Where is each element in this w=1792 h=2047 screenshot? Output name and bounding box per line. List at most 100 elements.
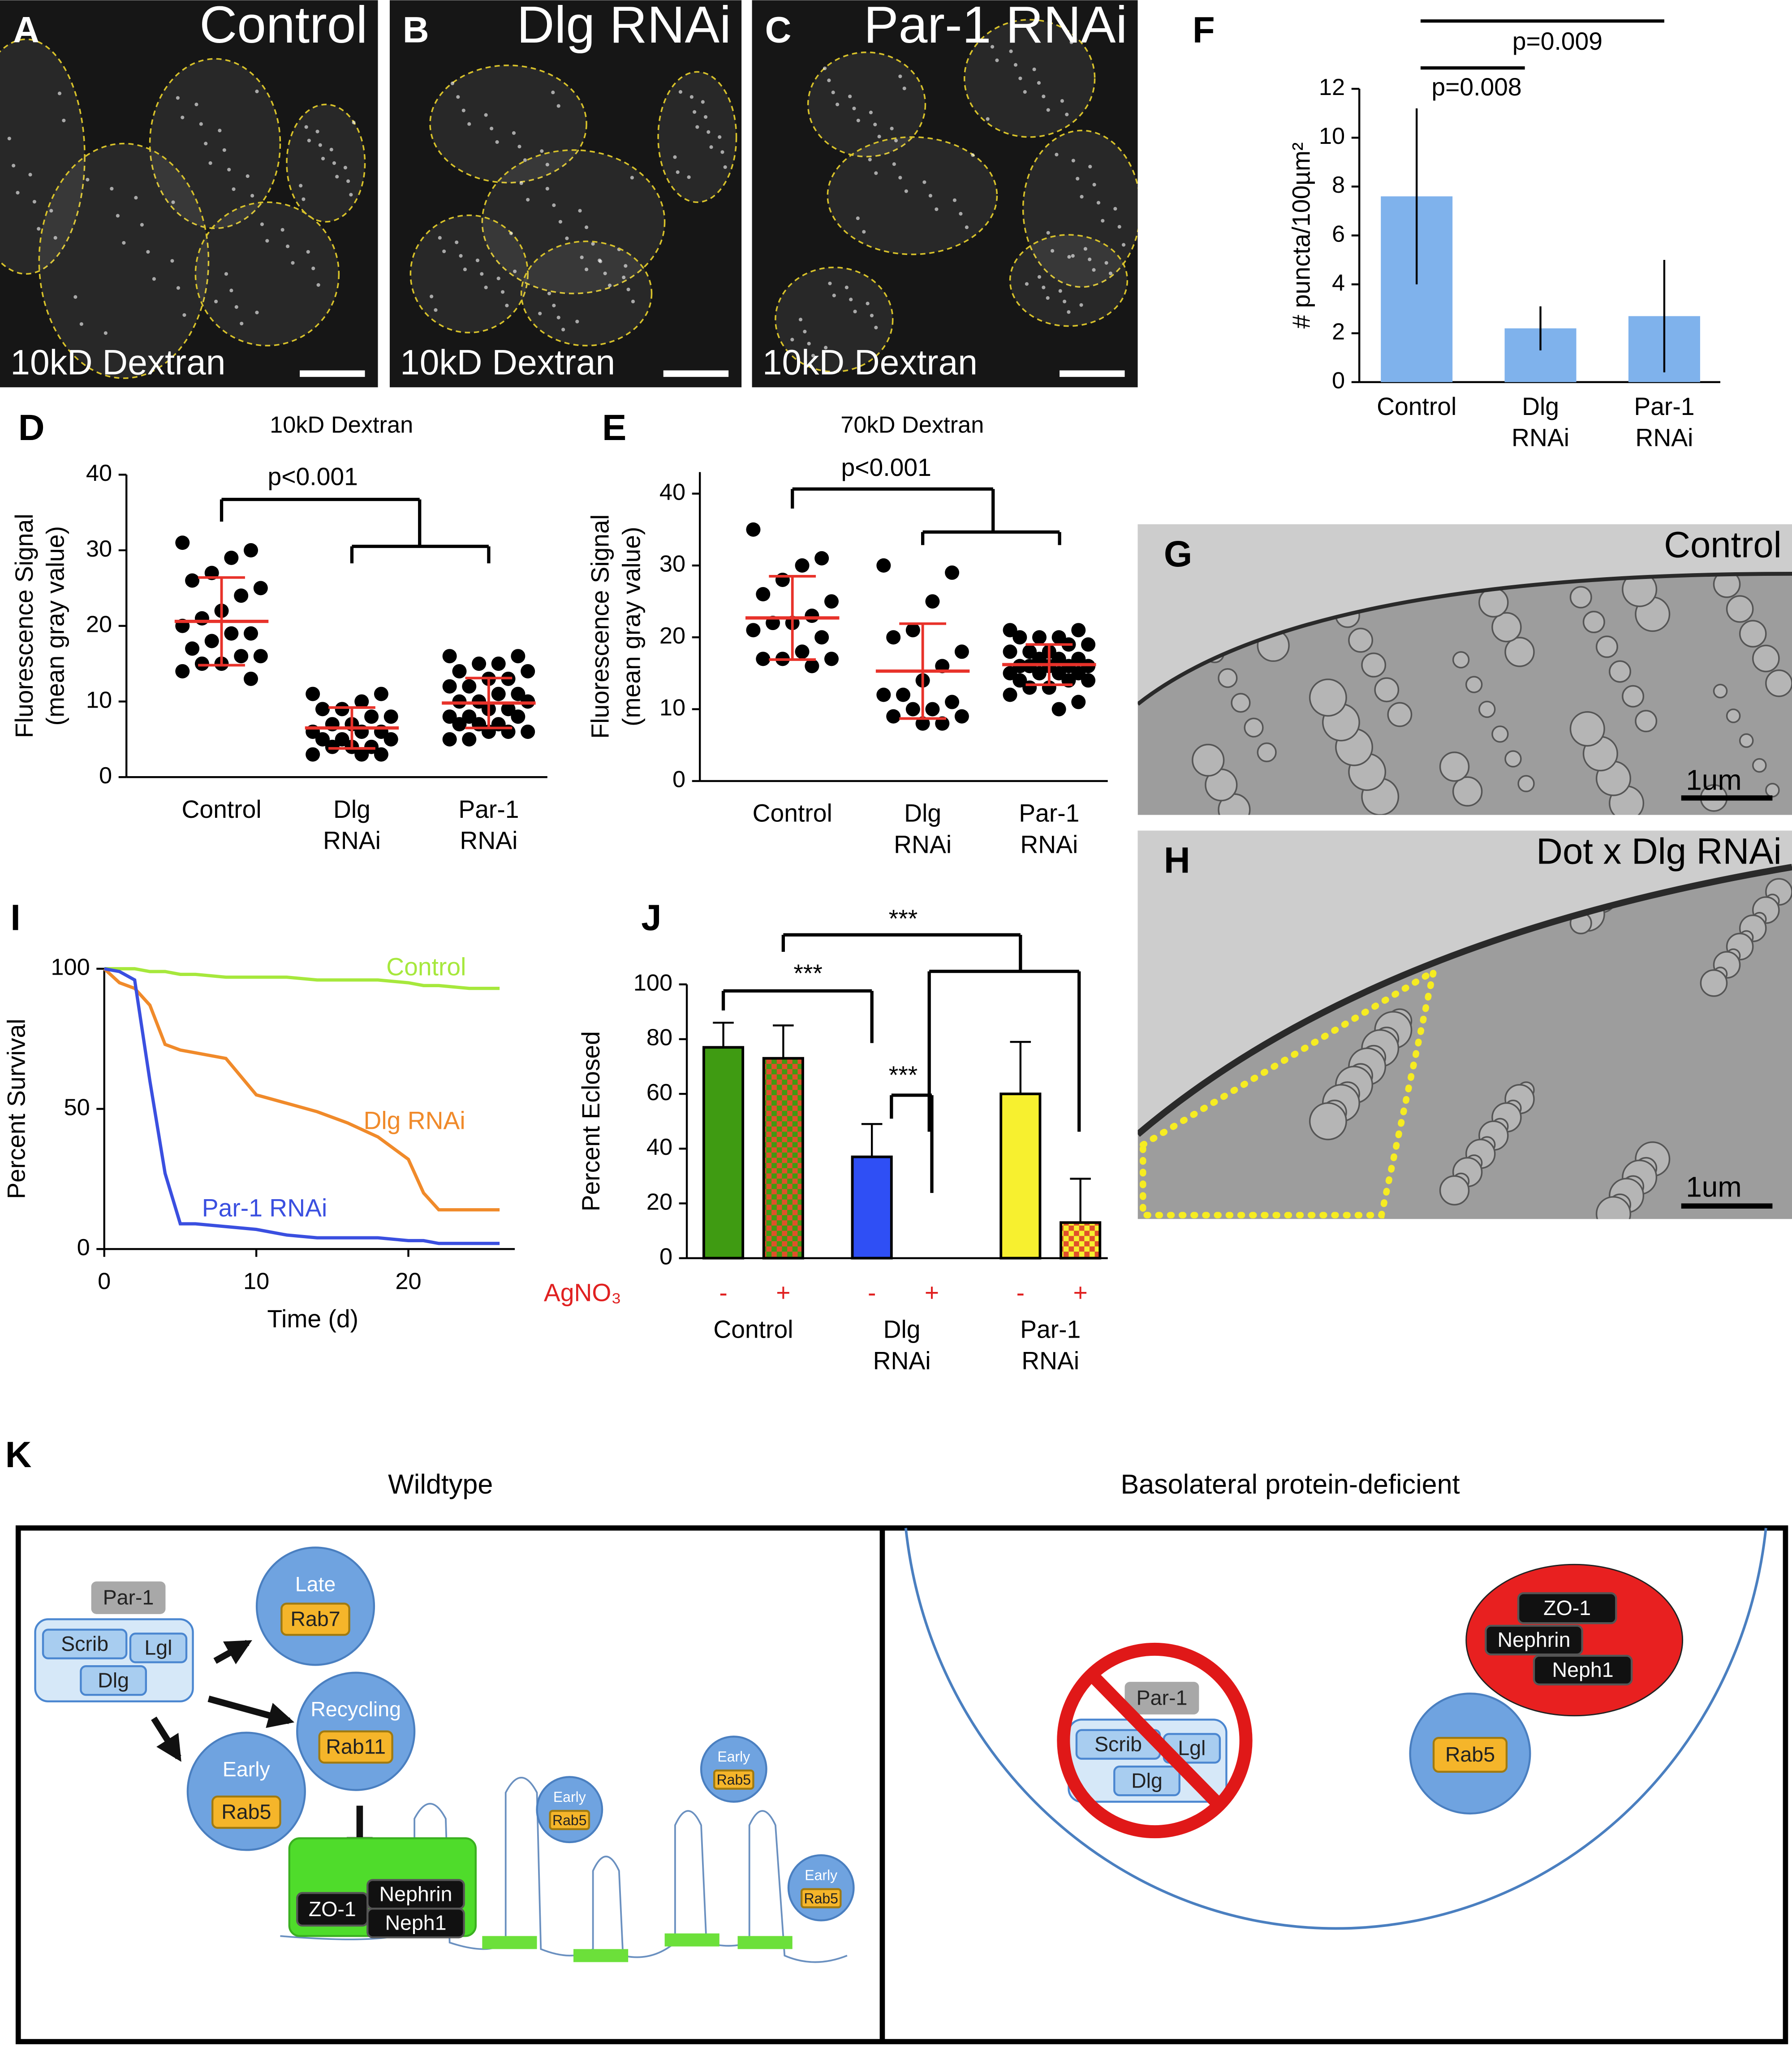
y-tick-label: 0	[1332, 368, 1345, 394]
data-point	[886, 709, 901, 724]
scale-bar	[1681, 795, 1773, 801]
puncta	[538, 311, 542, 315]
puncta	[1009, 49, 1013, 53]
vesicle	[1439, 1175, 1470, 1206]
puncta	[456, 95, 460, 99]
box	[296, 1892, 369, 1927]
puncta	[827, 78, 831, 82]
image-background	[752, 0, 1138, 388]
scale-bar	[300, 370, 365, 377]
bar	[999, 1093, 1042, 1260]
y-tick-label: 0	[77, 1235, 90, 1261]
puncta	[1013, 63, 1018, 67]
puncta	[430, 294, 434, 298]
data-point	[364, 739, 379, 754]
vesicle	[1387, 702, 1413, 727]
puncta	[706, 130, 711, 134]
puncta	[558, 220, 562, 224]
puncta	[475, 258, 480, 263]
cell-outline	[520, 240, 653, 347]
box	[1485, 1624, 1583, 1656]
y-tick-label: 50	[64, 1094, 90, 1120]
puncta	[438, 236, 442, 240]
puncta	[709, 145, 713, 149]
puncta	[459, 254, 463, 258]
puncta	[526, 198, 530, 202]
puncta	[505, 303, 509, 307]
puncta	[1051, 249, 1055, 253]
puncta	[1025, 282, 1029, 286]
box-label: ZO-1	[309, 1897, 356, 1921]
puncta	[866, 302, 870, 306]
puncta	[904, 189, 908, 193]
cell-outline	[1009, 234, 1129, 327]
vesicle	[1569, 586, 1592, 609]
puncta	[315, 130, 319, 134]
data-point	[1003, 687, 1017, 702]
data-point	[306, 747, 320, 762]
y-axis-label: # puncta/100µm²	[1288, 143, 1315, 329]
vesicle	[1622, 685, 1645, 708]
box-label: Rab11	[326, 1735, 386, 1758]
puncta	[37, 227, 41, 231]
puncta	[463, 268, 467, 272]
puncta	[935, 207, 939, 212]
puncta	[1092, 183, 1096, 187]
box	[1533, 1654, 1633, 1686]
puncta	[585, 268, 589, 272]
panel-label: A	[13, 10, 39, 51]
arrow	[207, 1695, 295, 1728]
data-point	[954, 709, 969, 724]
data-point	[795, 644, 810, 659]
annotation: ***	[793, 959, 823, 987]
membrane	[1137, 864, 1792, 1137]
micrograph	[1137, 524, 1792, 815]
puncta	[260, 222, 264, 226]
extracellular	[1137, 830, 1792, 1135]
puncta	[501, 290, 505, 294]
puncta	[1037, 275, 1042, 279]
category-label: Dlg RNAi	[873, 1315, 931, 1374]
puncta	[28, 173, 32, 177]
puncta	[790, 337, 794, 341]
y-tick-label: 40	[86, 460, 112, 486]
data-point	[374, 747, 388, 762]
vesicle	[1595, 1196, 1632, 1219]
data-point	[491, 687, 506, 701]
puncta	[480, 272, 484, 276]
vesicle	[1478, 700, 1496, 718]
extracellular	[1137, 524, 1792, 704]
micrograph	[1137, 830, 1792, 1219]
category-label: Control	[1377, 393, 1456, 420]
data-point	[876, 558, 891, 573]
y-tick-label: 100	[51, 954, 90, 980]
puncta	[844, 285, 849, 289]
bar	[1060, 1221, 1102, 1260]
data-point	[325, 739, 340, 754]
junction-bar	[573, 1949, 629, 1962]
box-label: Dlg	[1131, 1769, 1163, 1792]
data-point	[194, 656, 209, 671]
y-tick-label: 10	[659, 695, 685, 721]
puncta	[1071, 254, 1075, 258]
panel-title: Dlg RNAi	[517, 0, 731, 54]
puncta	[306, 250, 310, 254]
data-point	[511, 687, 526, 701]
scale-label: 1um	[1686, 1170, 1742, 1203]
endosome-label: Late	[295, 1572, 336, 1596]
puncta	[1101, 219, 1105, 223]
data-point	[746, 522, 761, 537]
puncta	[831, 91, 835, 95]
vesicle	[1739, 620, 1767, 648]
puncta	[856, 118, 860, 122]
puncta	[723, 165, 727, 169]
image-background	[389, 0, 742, 388]
puncta	[265, 239, 269, 243]
puncta	[1067, 255, 1071, 259]
puncta	[73, 295, 78, 299]
category-label: Par-1 RNAi	[458, 795, 519, 854]
panel-title: Par-1 RNAi	[864, 0, 1127, 54]
vesicle	[1726, 708, 1741, 723]
vesicle	[1752, 644, 1780, 673]
box	[280, 1602, 350, 1636]
